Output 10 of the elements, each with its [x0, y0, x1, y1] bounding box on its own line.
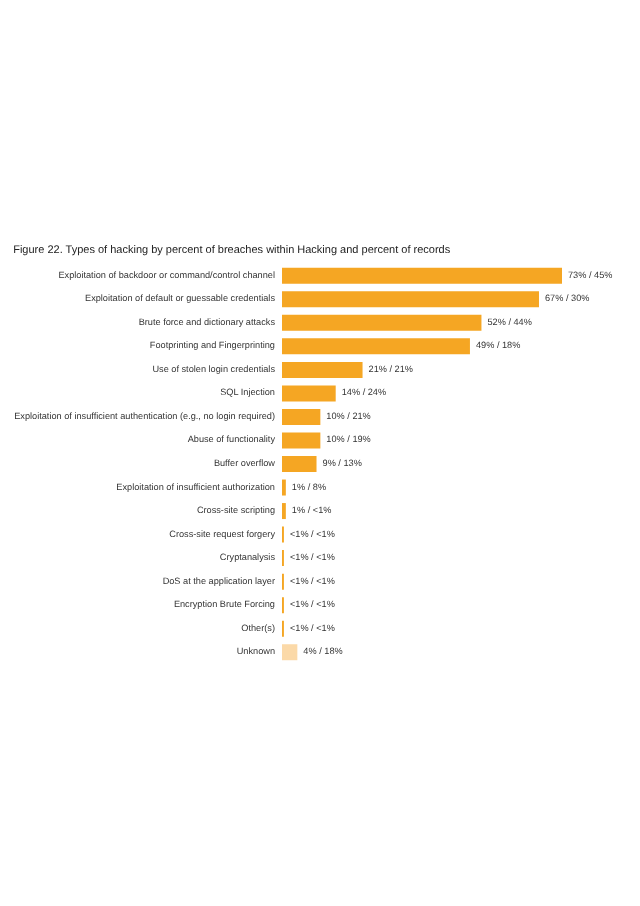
bar [282, 338, 470, 355]
bar [282, 644, 298, 661]
bar [282, 408, 321, 425]
bar [282, 361, 363, 378]
bar [282, 456, 317, 472]
bar [282, 314, 482, 331]
bar [282, 267, 562, 284]
bar [282, 291, 539, 308]
bar [282, 432, 321, 449]
bar [282, 385, 336, 402]
